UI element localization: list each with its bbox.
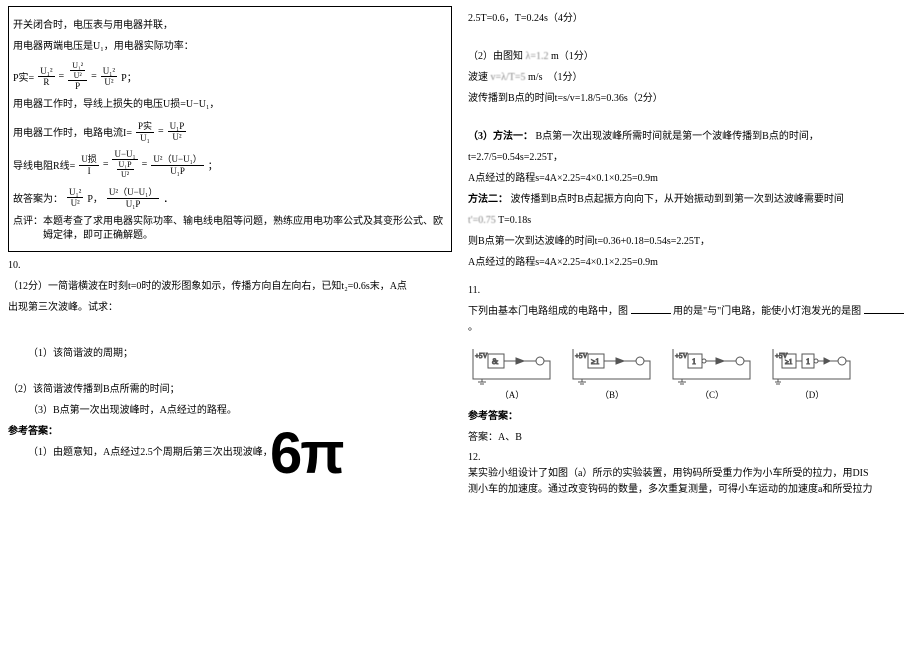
blurred-value: v=λ/T=5 [491,72,526,83]
answer-label: 参考答案： [468,409,912,425]
blank-field [631,313,671,314]
text-line: （2）由图知 λ=1.2 m（1分） [468,49,912,65]
q12-stem: 测小车的加速度。通过改变钩码的数量，多次重复测量，可得小车运动的加速度a和所受拉… [468,483,912,497]
text-line: A点经过的路程s=4A×2.25=4×0.1×2.25=0.9m [468,255,912,271]
circuit-label: （A） [500,388,525,401]
text-line: 开关闭合时，电压表与用电器并联， [13,18,447,34]
circuit-a: +5V & （A） [468,344,556,401]
circuit-row: +5V & （A） [468,344,912,401]
text-line: 则B点第一次到达波峰的时间t=0.36+0.18=0.54s=2.25T， [468,234,912,250]
text-line: 用电器工作时，导线上损失的电压U损=U−U₁， [13,97,447,113]
q12-stem: 某实验小组设计了如图（a）所示的实验装置，用钩码所受重力作为小车所受的拉力，用D… [468,467,912,481]
text-line: t=2.7/5=0.54s=2.25T， [468,150,912,166]
text-line: t'=0.75 T=0.18s [468,213,912,229]
circuit-b: +5V ≥1 （B） [568,344,656,401]
left-column: 开关闭合时，电压表与用电器并联， 用电器两端电压是U₁，用电器实际功率： P实=… [0,0,460,651]
answer-label: 参考答案： [8,424,452,440]
q11-stem: 下列由基本门电路组成的电路中，图 用的是"与"门电路，能使小灯泡发光的是图 。 [468,304,912,336]
q10-part3: （3）B点第一次出现波峰时，A点经过的路程。 [28,403,452,419]
svg-text:≥1: ≥1 [785,358,793,366]
circuit-c: +5V 1 （C） [668,344,756,401]
blurred-value: t'=0.75 [468,215,496,226]
comment-label: 点评： [13,215,43,243]
q10-part2: （2）该简谐波传播到B点所需的时间； [8,382,452,398]
circuit-d: +5V ≥1 1 （D） [768,344,856,401]
svg-text:1: 1 [806,357,810,366]
formula-resistance: 导线电阻R线= U损I = U−U₁ U₁PU² = U²（U−U₁）U₁P ； [13,149,447,179]
svg-text:+5V: +5V [475,352,488,360]
method1-line: （3）方法一： B点第一次出现波峰所需时间就是第一个波峰传播到B点的时间， [468,129,912,145]
circuit-diagram-icon: +5V ≥1 [568,344,656,386]
method2-line: 方法二： 波传播到B点时B点起振方向向下，从开始振动到到第一次到达波峰需要时间 [468,192,912,208]
comment-row: 点评： 本题考查了求用电器实际功率、输电线电阻等问题，熟练应用电功率公式及其变形… [13,215,447,243]
text-line: 2.5T=0.6，T=0.24s（4分） [468,11,912,27]
q10-number: 10. [8,258,452,274]
q10-answer1: （1）由题意知，A点经过2.5个周期后第三次出现波峰， [28,445,452,461]
text-line: 波传播到B点的时间t=s/v=1.8/5=0.36s（2分） [468,91,912,107]
q10-stem: 出现第三次波峰。试求： [8,300,452,316]
svg-text:1: 1 [692,357,696,366]
circuit-diagram-icon: +5V ≥1 1 [768,344,856,386]
circuit-label: （C） [700,388,724,401]
circuit-diagram-icon: +5V & [468,344,556,386]
blank-field [864,313,904,314]
solution-box: 开关闭合时，电压表与用电器并联， 用电器两端电压是U₁，用电器实际功率： P实=… [8,6,452,252]
formula-current: 用电器工作时，电路电流I= P实U₁ = U₁PU² [13,119,447,143]
svg-text:+5V: +5V [675,352,688,360]
svg-text:&: & [492,357,499,366]
circuit-label: （D） [800,388,825,401]
formula-power: P实= U₁²R = U₁²U² P = U₁²U² P； [13,61,447,91]
q11-answer: 答案：A、B [468,430,912,446]
svg-text:+5V: +5V [575,352,588,360]
svg-text:≥1: ≥1 [591,357,599,366]
formula-answer: 故答案为： U₁²U² P， U²（U−U₁）U₁P ． [13,185,447,209]
blurred-value: λ=1.2 [526,51,549,62]
comment-text: 本题考查了求用电器实际功率、输电线电阻等问题，熟练应用电功率公式及其变形公式、欧… [43,215,447,243]
right-column: 2.5T=0.6，T=0.24s（4分） （2）由图知 λ=1.2 m（1分） … [460,0,920,651]
circuit-diagram-icon: +5V 1 [668,344,756,386]
text-line: 波速 v=λ/T=5 m/s （1分） [468,70,912,86]
q10-stem: （12分）一简谐横波在时刻t=0时的波形图象如示，传播方向自左向右，已知t₂=0… [8,279,452,295]
text-line: 用电器两端电压是U₁，用电器实际功率： [13,39,447,55]
text-line: A点经过的路程s=4A×2.25=4×0.1×0.25=0.9m [468,171,912,187]
q12-number: 12. [468,451,912,465]
circuit-label: （B） [600,388,624,401]
q11-number: 11. [468,283,912,299]
q10-part1: （1）该简谐波的周期； [28,346,452,362]
